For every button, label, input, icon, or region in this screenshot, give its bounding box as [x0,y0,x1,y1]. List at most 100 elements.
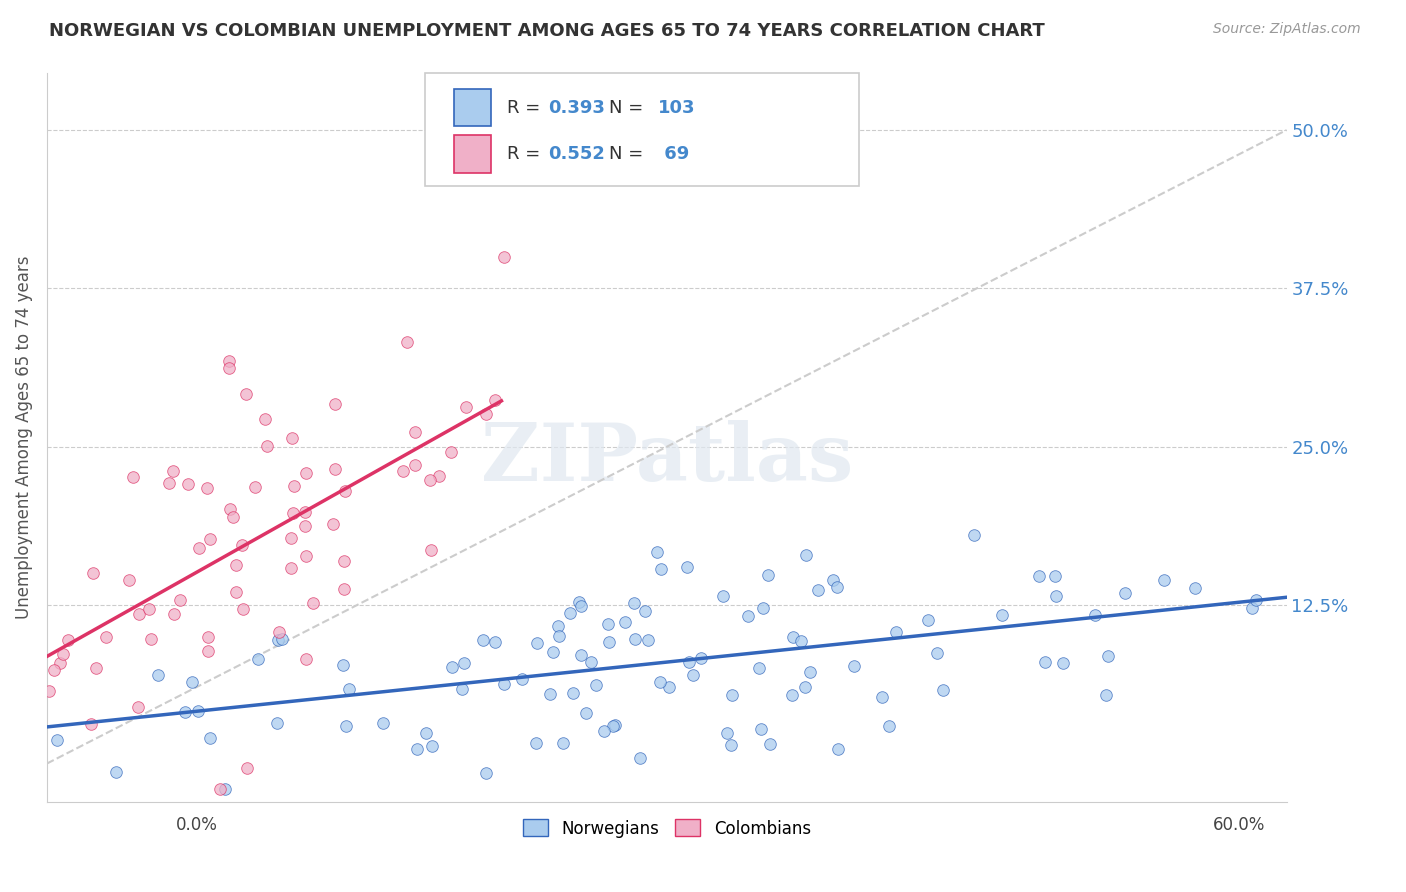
Point [266,716,288,731]
Point [198,532,221,546]
Point [1244,593,1267,607]
Point [807,583,830,598]
Point [80,717,103,731]
Point [138,602,160,616]
Point [825,580,848,594]
Point [44,663,66,677]
Point [793,681,815,695]
Text: 60.0%: 60.0% [1213,816,1265,834]
Point [562,685,585,699]
Point [322,517,344,532]
Point [547,619,569,633]
Point [1094,688,1116,702]
Point [931,682,953,697]
Point [333,554,356,568]
Point [427,469,450,483]
Point [267,633,290,648]
Point [231,538,253,552]
Text: Source: ZipAtlas.com: Source: ZipAtlas.com [1213,22,1361,37]
Point [799,665,821,679]
Point [121,470,143,484]
Point [195,481,218,495]
Point [127,700,149,714]
Point [737,609,759,624]
Point [373,716,395,731]
Point [645,544,668,558]
Point [749,722,772,736]
Text: ZIPatlas: ZIPatlas [481,420,853,498]
Point [176,476,198,491]
Point [748,661,770,675]
Point [246,651,269,665]
Point [676,560,699,574]
Point [634,604,657,618]
Text: NORWEGIAN VS COLOMBIAN UNEMPLOYMENT AMONG AGES 65 TO 74 YEARS CORRELATION CHART: NORWEGIAN VS COLOMBIAN UNEMPLOYMENT AMON… [49,22,1045,40]
Bar [454,89,491,127]
Point [453,657,475,671]
Point [548,629,571,643]
Point [174,705,197,719]
Point [569,648,592,662]
Point [302,596,325,610]
Text: 0.393: 0.393 [548,99,605,117]
Point [623,596,645,610]
Point [440,445,463,459]
Point [337,681,360,696]
Point [295,549,318,563]
Point [456,401,478,415]
Point [1084,607,1107,622]
Point [614,615,637,629]
FancyBboxPatch shape [425,73,859,186]
Point [991,608,1014,623]
Point [56,633,79,648]
Point [720,738,742,752]
Point [46,733,69,747]
Point [218,502,240,516]
Point [790,634,813,648]
Point [598,617,620,632]
Point [404,458,426,473]
Point [235,387,257,401]
Point [756,568,779,582]
Point [1153,573,1175,587]
Point [558,606,581,620]
Point [280,431,302,445]
Point [254,412,277,426]
Point [218,354,240,368]
Point [474,766,496,780]
Point [1033,655,1056,669]
Point [280,560,302,574]
Point [162,464,184,478]
Point [624,632,647,646]
Point [187,705,209,719]
Legend: Norwegians, Colombians: Norwegians, Colombians [516,813,817,844]
Text: 0.552: 0.552 [548,145,605,163]
Point [283,479,305,493]
Point [236,761,259,775]
Point [323,397,346,411]
Point [484,393,506,408]
Point [716,725,738,739]
Point [471,632,494,647]
Point [494,677,516,691]
Point [419,473,441,487]
Point [1184,581,1206,595]
Point [1241,600,1264,615]
Point [758,738,780,752]
Point [404,425,426,440]
Point [598,635,620,649]
Point [295,467,318,481]
Text: 69: 69 [658,145,689,163]
Point [197,630,219,644]
Point [711,589,734,603]
Point [963,528,986,542]
Point [782,688,804,702]
Y-axis label: Unemployment Among Ages 65 to 74 years: Unemployment Among Ages 65 to 74 years [15,255,32,619]
Point [752,601,775,615]
Point [139,632,162,646]
Point [721,689,744,703]
Point [917,613,939,627]
Point [538,687,561,701]
Point [294,519,316,533]
Point [492,250,515,264]
